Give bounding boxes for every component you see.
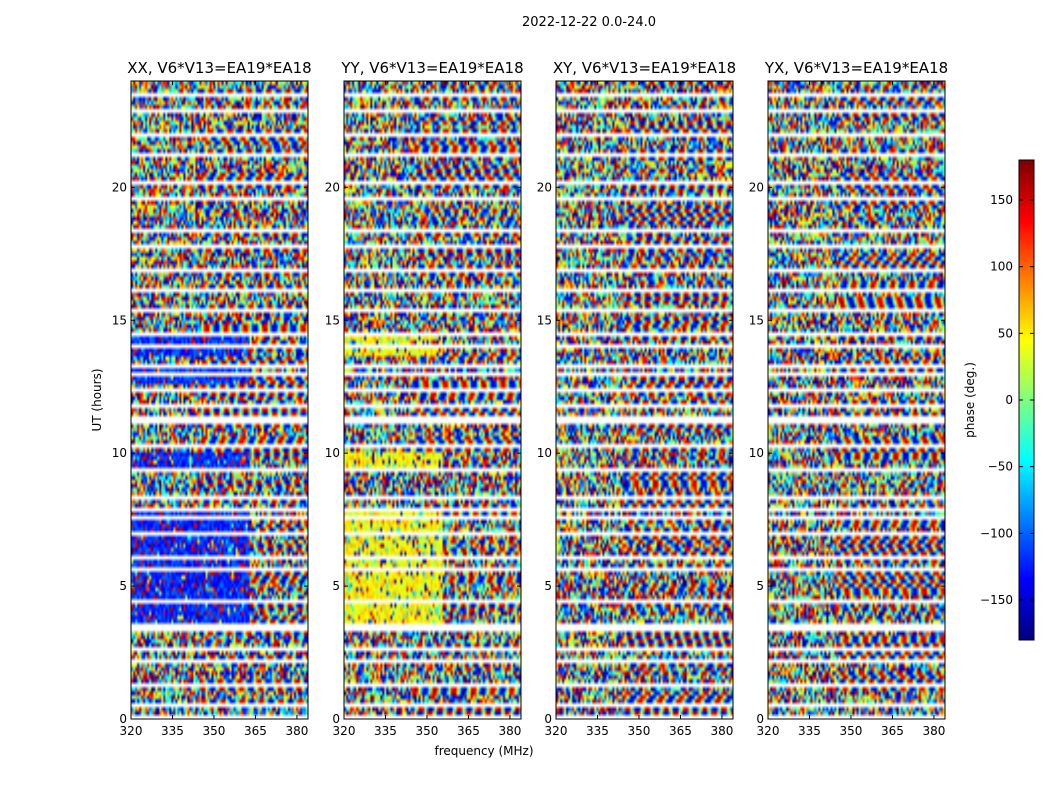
y-tick-label: 20 xyxy=(749,180,764,194)
colorbar-label: phase (deg.) xyxy=(963,362,977,438)
y-tick-label: 5 xyxy=(756,579,764,593)
panel-1: XX, V6*V13=EA19*EA18 320 335 350 365 380 0 5 10 1… xyxy=(112,59,312,738)
y-tick-label: 0 xyxy=(544,712,552,726)
x-tick-label: 350 xyxy=(628,724,651,738)
y-tick-label: 10 xyxy=(325,446,340,460)
x-tick-label: 380 xyxy=(710,724,733,738)
x-tick-label: 380 xyxy=(922,724,945,738)
y-axis-label: UT (hours) xyxy=(90,368,104,431)
colorbar: 150 100 50 0 −50 −100 −150 xyxy=(980,159,1035,641)
y-tick-label: 15 xyxy=(537,313,552,327)
x-tick-label: 335 xyxy=(586,724,609,738)
y-tick-label: 15 xyxy=(112,313,127,327)
colorbar-tick-label: 150 xyxy=(990,193,1013,207)
panel-title: XY, V6*V13=EA19*EA18 xyxy=(553,59,736,77)
phase-heatmap xyxy=(556,81,733,719)
y-tick-label: 5 xyxy=(332,579,340,593)
panel-title: XX, V6*V13=EA19*EA18 xyxy=(127,59,311,77)
panel-frame xyxy=(343,80,522,720)
x-tick-label: 320 xyxy=(333,724,356,738)
panel-title: YX, V6*V13=EA19*EA18 xyxy=(764,59,948,77)
x-tick-label: 365 xyxy=(881,724,904,738)
y-tick-label: 20 xyxy=(537,180,552,194)
x-tick-label: 350 xyxy=(840,724,863,738)
colorbar-tick-label: −150 xyxy=(980,593,1013,607)
y-tick-label: 20 xyxy=(325,180,340,194)
x-tick-label: 320 xyxy=(757,724,780,738)
x-tick-label: 365 xyxy=(669,724,692,738)
x-tick-label: 365 xyxy=(244,724,267,738)
panels-group: XX, V6*V13=EA19*EA18 320 335 350 365 380 0 5 10 1… xyxy=(112,59,948,738)
panel-3: XY, V6*V13=EA19*EA18 320 335 350 365 380 0 5 10 1… xyxy=(537,59,736,738)
y-tick-label: 10 xyxy=(537,446,552,460)
phase-heatmap xyxy=(344,81,521,719)
panel-frame xyxy=(767,80,946,720)
x-tick-label: 380 xyxy=(285,724,308,738)
y-tick-label: 5 xyxy=(119,579,127,593)
colorbar-tick-label: 100 xyxy=(990,260,1013,274)
x-tick-label: 320 xyxy=(120,724,143,738)
phase-heatmap xyxy=(131,81,308,719)
panel-frame xyxy=(555,80,734,720)
y-tick-label: 20 xyxy=(112,180,127,194)
y-tick-label: 15 xyxy=(749,313,764,327)
colorbar-tick-label: 50 xyxy=(998,326,1013,340)
x-tick-label: 350 xyxy=(416,724,439,738)
x-tick-label: 365 xyxy=(457,724,480,738)
colorbar-tick-label: 0 xyxy=(1005,393,1013,407)
panel-title: YY, V6*V13=EA19*EA18 xyxy=(340,59,523,77)
panel-2: YY, V6*V13=EA19*EA18 320 335 350 365 380 0 5 10 1… xyxy=(325,59,524,738)
colorbar-tick-label: −100 xyxy=(980,526,1013,540)
panel-frame xyxy=(130,80,309,720)
colorbar-gradient xyxy=(1019,160,1034,640)
x-tick-label: 350 xyxy=(203,724,226,738)
x-tick-label: 335 xyxy=(374,724,397,738)
x-tick-label: 335 xyxy=(161,724,184,738)
colorbar-tick-label: −50 xyxy=(988,460,1013,474)
y-tick-label: 0 xyxy=(332,712,340,726)
x-axis-label: frequency (MHz) xyxy=(434,744,533,758)
x-tick-label: 380 xyxy=(498,724,521,738)
y-tick-label: 10 xyxy=(749,446,764,460)
phase-heatmap xyxy=(768,81,945,719)
x-tick-label: 335 xyxy=(798,724,821,738)
figure-suptitle: 2022-12-22 0.0-24.0 xyxy=(522,15,656,30)
y-tick-label: 5 xyxy=(544,579,552,593)
y-tick-label: 10 xyxy=(112,446,127,460)
x-tick-label: 320 xyxy=(545,724,568,738)
panel-4: YX, V6*V13=EA19*EA18 320 335 350 365 380 0 5 10 1… xyxy=(749,59,948,738)
y-tick-label: 0 xyxy=(119,712,127,726)
y-tick-label: 0 xyxy=(756,712,764,726)
y-tick-label: 15 xyxy=(325,313,340,327)
